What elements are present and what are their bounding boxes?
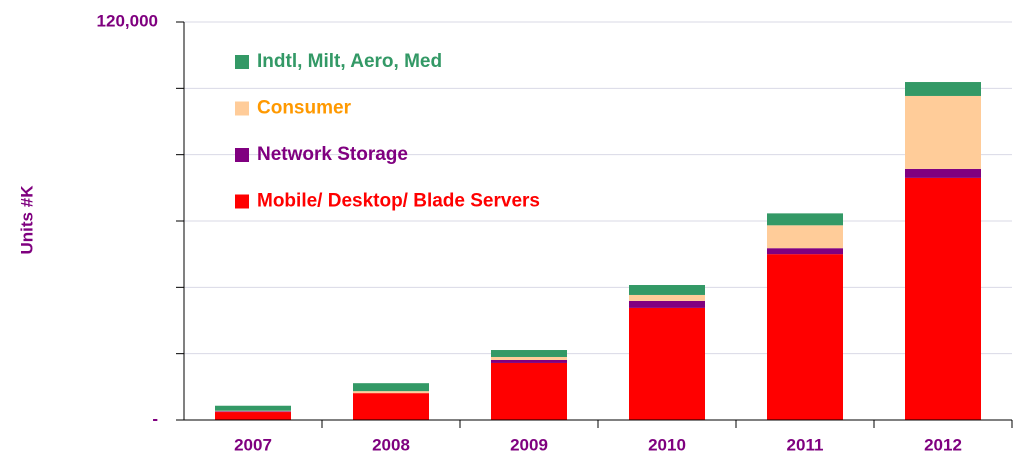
bar-segment: [905, 82, 981, 96]
bar-segment: [629, 300, 705, 308]
bar-segment: [215, 411, 291, 413]
x-tick-label: 2012: [924, 435, 962, 454]
bar-segment: [491, 362, 567, 420]
bar-segment: [353, 391, 429, 394]
bar-segment: [491, 350, 567, 357]
legend-swatch: [235, 101, 249, 116]
x-tick-label: 2011: [787, 435, 824, 454]
bar-segment: [767, 248, 843, 255]
bar-segment: [215, 405, 291, 411]
bar-segment: [491, 359, 567, 363]
y-tick-label: 120,000: [97, 11, 158, 30]
legend-swatch: [235, 148, 249, 162]
bar-segment: [215, 410, 291, 412]
x-tick-label: 2007: [234, 435, 272, 454]
bar-segment: [353, 393, 429, 420]
bar-segment: [629, 307, 705, 420]
x-tick-label: 2009: [510, 435, 548, 454]
legend-label: Network Storage: [257, 144, 408, 165]
bar-segment: [629, 285, 705, 295]
x-tick-label: 2008: [372, 435, 410, 454]
bar-segment: [905, 95, 981, 169]
bar-segment: [491, 356, 567, 360]
bar-segment: [767, 213, 843, 226]
bar-segment: [767, 225, 843, 249]
legend-swatch: [235, 194, 249, 209]
legend-label: Mobile/ Desktop/ Blade Servers: [257, 191, 540, 212]
legend-label: Indtl, Milt, Aero, Med: [257, 51, 442, 72]
bar-segment: [905, 168, 981, 178]
legend-swatch: [235, 55, 249, 69]
bar-segment: [215, 412, 291, 420]
y-axis-label: Units #K: [17, 185, 36, 255]
bar-segment: [629, 294, 705, 301]
y-tick-label: -: [152, 409, 158, 428]
bar-segment: [767, 254, 843, 420]
x-tick-label: 2010: [648, 435, 686, 454]
bar-segment: [353, 383, 429, 392]
bar-segment: [905, 177, 981, 420]
legend-label: Consumer: [257, 98, 352, 119]
